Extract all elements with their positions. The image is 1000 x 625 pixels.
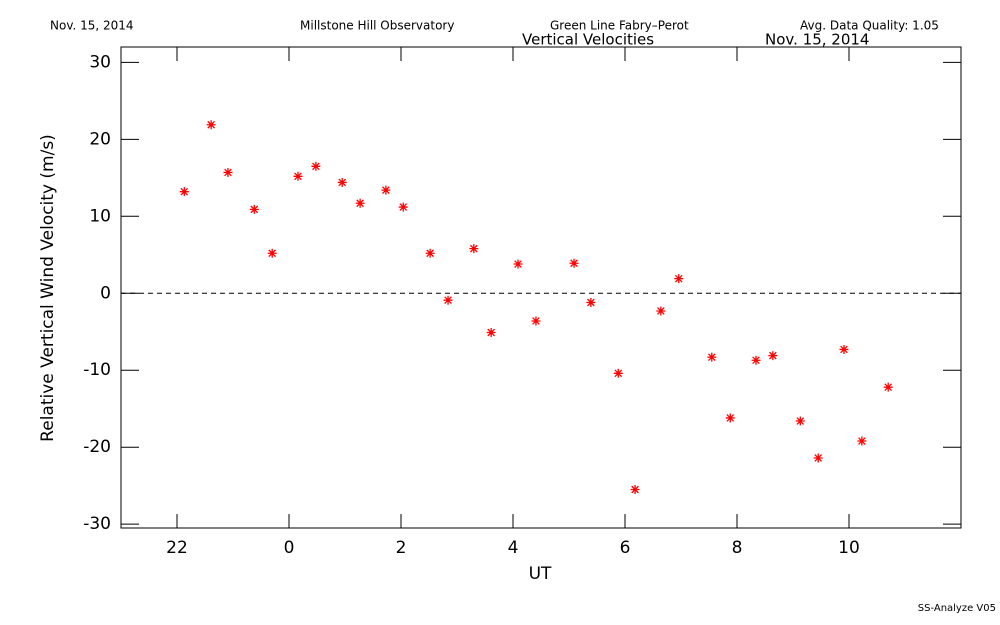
data-point	[857, 436, 867, 446]
x-tick-label: 0	[284, 538, 295, 558]
data-quality: Avg. Data Quality: 1.05	[800, 19, 939, 33]
data-point	[586, 298, 596, 308]
data-point	[674, 274, 684, 284]
y-tick-label: 30	[89, 52, 111, 72]
x-tick-label: 6	[620, 538, 631, 558]
plot-frame	[120, 46, 962, 529]
data-point	[293, 171, 303, 181]
data-point	[531, 316, 541, 326]
title-date: Nov. 15, 2014	[765, 31, 869, 49]
data-point	[381, 185, 391, 195]
data-point	[206, 120, 216, 130]
y-axis-label: Relative Vertical Wind Velocity (m/s)	[38, 134, 58, 442]
x-tick-label: 4	[508, 538, 519, 558]
data-point	[795, 416, 805, 426]
data-point	[883, 382, 893, 392]
data-point	[337, 177, 347, 187]
data-point	[249, 204, 259, 214]
y-tick-label: 20	[89, 129, 111, 149]
footer: SS-Analyze V05	[918, 603, 996, 614]
data-point	[425, 248, 435, 258]
data-point	[813, 453, 823, 463]
x-tick-label: 8	[732, 538, 743, 558]
data-point	[839, 344, 849, 354]
data-point	[355, 198, 365, 208]
data-point	[707, 352, 717, 362]
data-point	[513, 259, 523, 269]
data-point	[486, 328, 496, 338]
data-point	[469, 244, 479, 254]
data-point	[443, 295, 453, 305]
x-axis-label: UT	[529, 564, 552, 584]
x-tick-label: 2	[396, 538, 407, 558]
data-point	[725, 413, 735, 423]
data-point	[613, 368, 623, 378]
data-point	[267, 248, 277, 258]
data-point	[751, 355, 761, 365]
y-tick-label: -30	[83, 514, 111, 534]
observatory: Millstone Hill Observatory	[300, 19, 454, 33]
data-point	[398, 202, 408, 212]
data-point	[656, 306, 666, 316]
data-point	[223, 167, 233, 177]
x-tick-label: 10	[838, 538, 860, 558]
data-point	[768, 351, 778, 361]
data-point	[311, 161, 321, 171]
data-point	[630, 485, 640, 495]
x-tick-label: 22	[166, 538, 188, 558]
y-tick-label: 0	[100, 283, 111, 303]
data-point	[179, 187, 189, 197]
y-tick-label: -20	[83, 437, 111, 457]
date: Nov. 15, 2014	[50, 19, 134, 33]
y-tick-label: -10	[83, 360, 111, 380]
data-point	[569, 258, 579, 268]
instrument: Green Line Fabry–Perot	[550, 19, 689, 33]
y-tick-label: 10	[89, 206, 111, 226]
chart-title: Vertical Velocities	[522, 31, 654, 49]
